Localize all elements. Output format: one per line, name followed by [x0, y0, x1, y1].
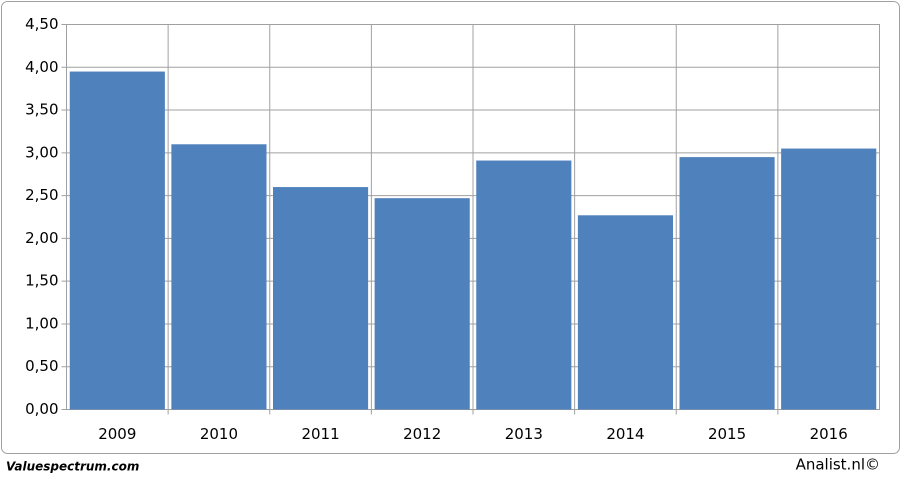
- bar: [781, 148, 877, 410]
- bar: [69, 71, 165, 410]
- y-tick-label: 1,50: [25, 272, 58, 290]
- x-tick-label: 2013: [505, 425, 543, 443]
- bar: [476, 160, 572, 410]
- x-tick-label: 2015: [708, 425, 746, 443]
- x-tick-label: 2012: [403, 425, 441, 443]
- bar: [577, 215, 673, 410]
- x-tick-label: 2010: [200, 425, 238, 443]
- y-tick-label: 4,50: [25, 15, 58, 33]
- footer-left: Valuespectrum.com: [6, 460, 139, 474]
- y-tick-label: 2,00: [25, 229, 58, 247]
- bar: [171, 144, 267, 410]
- bar: [374, 198, 470, 410]
- y-tick-label: 2,50: [25, 186, 58, 204]
- y-tick-label: 4,00: [25, 58, 58, 76]
- y-tick-label: 3,50: [25, 101, 58, 119]
- y-tick-label: 0,00: [25, 400, 58, 418]
- y-tick-label: 3,00: [25, 143, 58, 161]
- x-tick-label: 2016: [810, 425, 848, 443]
- y-tick-label: 0,50: [25, 357, 58, 375]
- bar: [679, 157, 775, 410]
- x-tick-label: 2014: [606, 425, 644, 443]
- x-tick-label: 2011: [301, 425, 339, 443]
- footer-right: Analist.nl©: [796, 456, 880, 474]
- bar: [273, 187, 369, 410]
- y-tick-label: 1,00: [25, 314, 58, 332]
- x-tick-label: 2009: [98, 425, 136, 443]
